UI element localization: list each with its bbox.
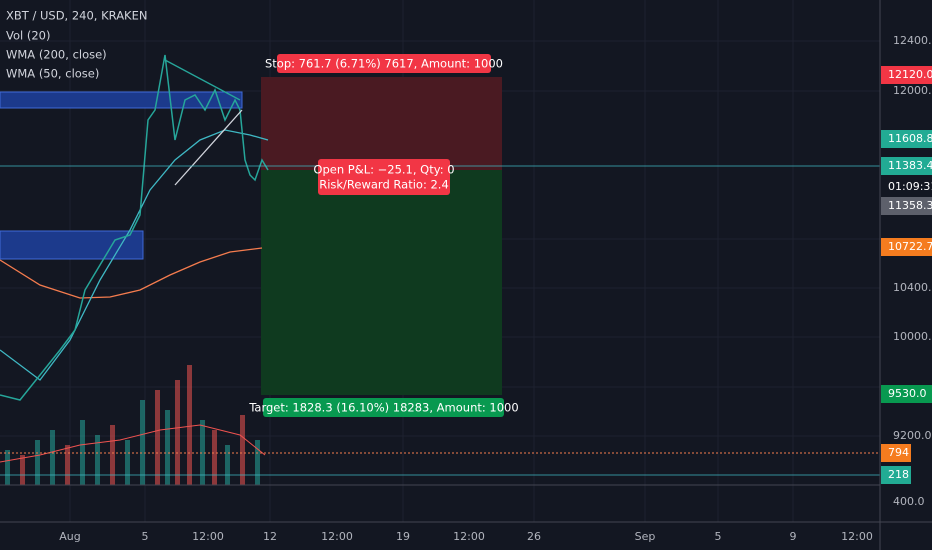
time-label: 12:00 [841, 530, 873, 543]
time-axis: Aug 5 12:00 12 12:00 19 12:00 26 Sep 5 9… [59, 530, 873, 543]
zone [0, 91, 243, 109]
price-tag: 11608.8 [888, 132, 932, 145]
target-label: Target: 1828.3 (16.10%) 18283, Amount: 1… [248, 401, 518, 415]
volume-ma [0, 424, 266, 463]
time-label: 5 [142, 530, 149, 543]
trend-line[interactable] [174, 109, 243, 186]
trend-line[interactable] [164, 59, 241, 101]
symbol: XBT / USD, 240, KRAKEN [6, 9, 147, 23]
target-zone[interactable] [261, 170, 502, 395]
pnl-box[interactable] [318, 159, 450, 195]
stop-label: Stop: 761.7 (6.71%) 7617, Amount: 1000 [265, 57, 503, 71]
volume-tag: 218 [888, 468, 909, 481]
pnl-label: Open P&L: −25.1, Qty: 0 [313, 163, 454, 177]
stop-label-box[interactable] [277, 54, 491, 73]
price-label: 10400.0 [893, 281, 932, 294]
price-tags: 12120.0 11608.8 11383.4 01:09:31 11358.3… [881, 66, 932, 484]
price-label: 400.0 [893, 495, 925, 508]
countdown-tag: 01:09:31 [888, 180, 932, 193]
price-tag: 10722.7 [888, 240, 932, 253]
indicator[interactable]: WMA (50, close) [6, 67, 99, 81]
time-label: 12 [263, 530, 277, 543]
time-label: 9 [790, 530, 797, 543]
price-line [0, 54, 269, 401]
price-tag: 9530.0 [888, 387, 927, 400]
risk-reward-label: Risk/Reward Ratio: 2.4 [319, 178, 449, 192]
time-label: 12:00 [192, 530, 224, 543]
time-label: 12:00 [321, 530, 353, 543]
price-label: 9200.0 [893, 429, 932, 442]
indicator[interactable]: Vol (20) [6, 29, 50, 43]
time-label: 26 [527, 530, 541, 543]
stop-zone[interactable] [261, 77, 502, 170]
time-label: 5 [715, 530, 722, 543]
time-label: 12:00 [453, 530, 485, 543]
wma-200 [0, 247, 263, 299]
price-tag: 11383.4 [888, 159, 932, 172]
indicator[interactable]: WMA (200, close) [6, 48, 107, 62]
volume-tag: 794 [888, 446, 909, 459]
time-label: Sep [635, 530, 656, 543]
price-tag: 11358.3 [888, 199, 932, 212]
time-label: 19 [396, 530, 410, 543]
volume-bars [5, 365, 260, 485]
zone [0, 230, 144, 260]
wma-50 [0, 129, 269, 381]
time-label: Aug [59, 530, 80, 543]
price-label: 10000.0 [893, 330, 932, 343]
price-label: 12400.0 [893, 34, 932, 47]
price-label: 12000.0 [893, 84, 932, 97]
price-tag: 12120.0 [888, 68, 932, 81]
target-label-box[interactable] [263, 398, 504, 417]
